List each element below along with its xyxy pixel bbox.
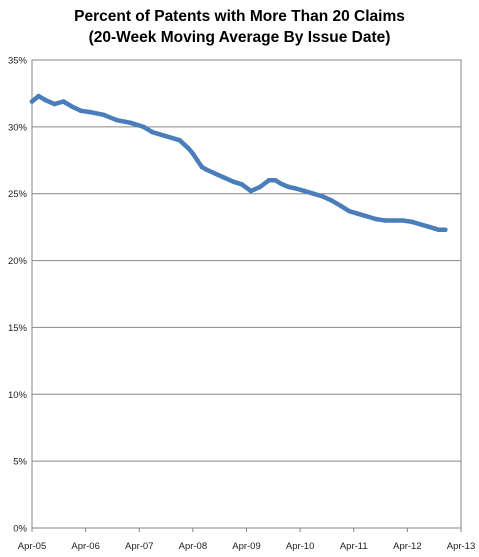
data-point bbox=[231, 179, 236, 184]
y-tick-label: 35% bbox=[8, 56, 28, 67]
data-point bbox=[280, 182, 285, 187]
data-point bbox=[329, 198, 334, 203]
data-point bbox=[355, 211, 361, 217]
data-point bbox=[36, 93, 41, 99]
x-tick-label: Apr-07 bbox=[125, 541, 154, 552]
data-point bbox=[373, 216, 379, 222]
y-tick-label: 15% bbox=[8, 323, 28, 334]
data-point bbox=[61, 99, 66, 104]
y-tick-label: 20% bbox=[8, 256, 28, 267]
y-tick-label: 5% bbox=[13, 457, 27, 468]
data-point bbox=[391, 218, 397, 223]
data-point bbox=[257, 184, 263, 190]
x-tick-label: Apr-11 bbox=[340, 541, 368, 552]
data-point bbox=[213, 171, 218, 176]
data-point bbox=[204, 167, 209, 172]
data-point bbox=[364, 214, 370, 219]
data-point bbox=[346, 208, 352, 214]
data-point bbox=[400, 218, 406, 223]
plot-area-frame bbox=[31, 59, 462, 529]
data-point bbox=[239, 182, 245, 187]
y-tick-label: 0% bbox=[13, 524, 27, 535]
data-point bbox=[248, 188, 254, 194]
data-point bbox=[302, 188, 307, 194]
data-point bbox=[43, 97, 48, 103]
y-tick-label: 25% bbox=[8, 189, 28, 200]
data-point bbox=[186, 146, 191, 151]
x-tick-label: Apr-05 bbox=[18, 541, 47, 552]
data-point bbox=[418, 222, 424, 227]
data-point bbox=[163, 133, 169, 139]
data-point bbox=[320, 194, 325, 199]
data-point bbox=[190, 151, 196, 156]
data-point bbox=[195, 158, 200, 163]
data-points bbox=[29, 93, 448, 233]
chart-title: Percent of Patents with More Than 20 Cla… bbox=[0, 6, 479, 48]
x-tick-label: Apr-13 bbox=[447, 541, 476, 552]
data-point bbox=[286, 184, 292, 190]
data-point bbox=[114, 117, 120, 123]
data-point bbox=[273, 178, 278, 183]
data-point bbox=[311, 191, 316, 196]
data-point bbox=[222, 175, 227, 180]
data-point bbox=[382, 218, 388, 223]
data-point bbox=[70, 104, 75, 110]
data-point bbox=[409, 219, 415, 225]
data-point bbox=[427, 224, 433, 230]
data-point bbox=[177, 137, 182, 143]
data-point bbox=[87, 109, 93, 115]
y-tick-label: 10% bbox=[8, 390, 28, 401]
chart-title-line-1: Percent of Patents with More Than 20 Cla… bbox=[74, 8, 405, 25]
x-tick-label: Apr-10 bbox=[286, 541, 315, 552]
data-point bbox=[436, 227, 442, 233]
data-point bbox=[293, 186, 298, 191]
data-point bbox=[443, 227, 448, 233]
x-axis-tick-labels: Apr-05 Apr-06 Apr-07 Apr-08 Apr-09 Apr-10 Apr-… bbox=[18, 528, 476, 552]
data-point bbox=[150, 129, 155, 135]
y-tick-label: 30% bbox=[8, 122, 28, 133]
x-tick-label: Apr-09 bbox=[232, 541, 261, 552]
data-point bbox=[199, 164, 205, 170]
data-point bbox=[29, 99, 35, 104]
x-tick-label: Apr-08 bbox=[179, 541, 208, 552]
chart-title-line-2: (20-Week Moving Average By Issue Date) bbox=[88, 29, 391, 46]
series-line bbox=[29, 93, 448, 233]
x-tick-label: Apr-12 bbox=[393, 541, 422, 552]
x-tick-label: Apr-06 bbox=[71, 541, 100, 552]
gridlines bbox=[32, 126, 461, 462]
data-point bbox=[128, 120, 133, 126]
data-point bbox=[101, 112, 106, 118]
data-point bbox=[338, 203, 343, 208]
data-point bbox=[52, 101, 57, 107]
data-point bbox=[141, 124, 146, 130]
y-axis-tick-labels: 0% 5% 10% 15% 20% 25% 30% 35% bbox=[8, 56, 28, 535]
data-point bbox=[266, 178, 272, 183]
data-point bbox=[78, 108, 84, 114]
